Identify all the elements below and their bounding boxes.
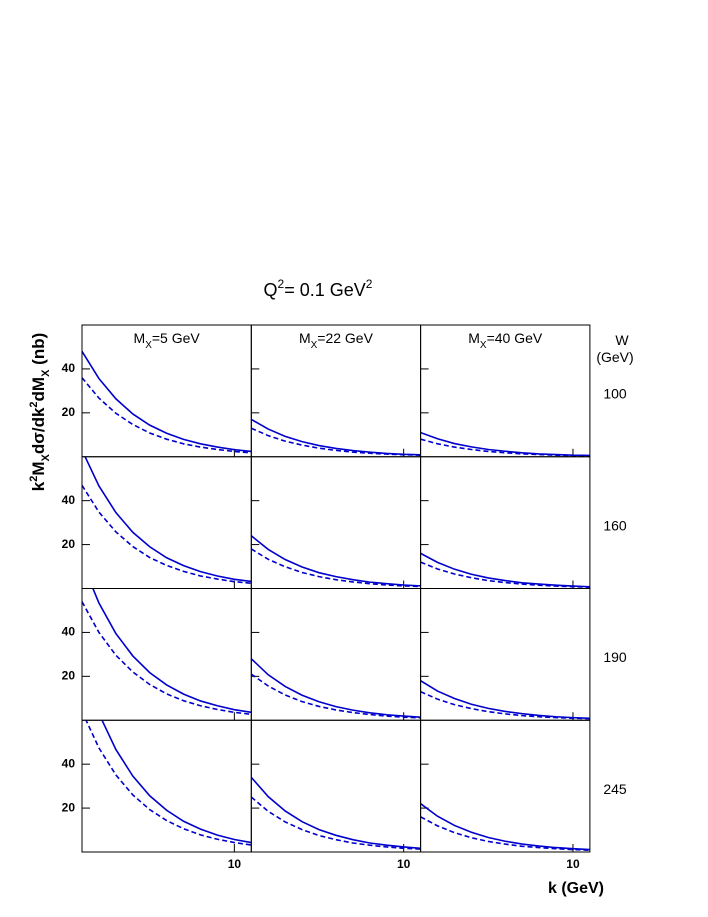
- panel-frame: [250, 719, 422, 853]
- figure-title: Q2= 0.1 GeV2: [264, 277, 373, 300]
- y-tick-label: 40: [62, 493, 76, 507]
- solid-curve: [251, 535, 421, 587]
- panel-frame: [250, 456, 422, 589]
- y-tick-label: 20: [62, 405, 76, 419]
- plot-area: [420, 431, 590, 457]
- column-label: MX=40 GeV: [468, 330, 543, 351]
- label-part: M: [468, 330, 480, 346]
- plot-area: [420, 680, 590, 720]
- label-sub: X: [40, 454, 52, 462]
- y-tick-label: 20: [62, 669, 76, 683]
- label-sup: 2: [28, 401, 40, 407]
- plot-area: [251, 658, 421, 719]
- label-part: (nb): [29, 333, 48, 370]
- y-tick-label: 40: [62, 756, 76, 770]
- dashed-curve: [82, 601, 252, 716]
- solid-curve: [251, 658, 421, 718]
- plot-area: [251, 535, 421, 588]
- plot-area: [251, 418, 421, 457]
- label-sup: 2: [28, 476, 40, 482]
- row-header: W: [615, 332, 629, 348]
- solid-curve: [251, 776, 421, 850]
- panel-frame: [81, 719, 252, 853]
- plot-area: [82, 456, 252, 585]
- dashed-curve: [251, 796, 421, 850]
- panel-frame: [81, 456, 252, 589]
- title-sup: 2: [278, 277, 285, 291]
- plot-area: [85, 720, 252, 846]
- label-part: =5 GeV: [152, 330, 201, 346]
- label-sub: X: [480, 340, 487, 351]
- y-tick-label: 40: [62, 625, 76, 639]
- label-part: dσ/dk: [29, 407, 48, 454]
- label-part: dM: [29, 377, 48, 402]
- panel-frame: [420, 588, 591, 721]
- solid-curve: [82, 350, 252, 453]
- panel-frame: [420, 456, 591, 589]
- y-tick-label: 40: [62, 361, 76, 375]
- row-header: (GeV): [596, 349, 633, 365]
- label-part: M: [29, 462, 48, 476]
- y-axis-label: k2MXdσ/dk2dMX (nb): [28, 333, 52, 492]
- solid-curve: [251, 418, 421, 456]
- column-label: MX=22 GeV: [299, 330, 374, 351]
- y-tick-label: 20: [62, 800, 76, 814]
- row-label: 190: [603, 649, 627, 665]
- solid-curve: [420, 431, 590, 457]
- row-label: 100: [603, 386, 627, 402]
- panel-frame: [81, 588, 252, 721]
- x-tick-label: 10: [566, 857, 580, 871]
- solid-curve: [84, 456, 252, 583]
- x-tick-label: 10: [397, 857, 411, 871]
- title-part: Q: [264, 280, 278, 300]
- label-part: =40 GeV: [487, 330, 543, 346]
- dashed-curve: [420, 561, 590, 588]
- x-tick-label: 10: [228, 857, 242, 871]
- y-tick-label: 20: [62, 537, 76, 551]
- label-sub: X: [311, 340, 318, 351]
- solid-curve: [420, 680, 590, 720]
- label-sub: X: [145, 340, 152, 351]
- plot-area: [420, 552, 590, 588]
- dashed-curve: [82, 377, 252, 454]
- x-axis-label: k (GeV): [548, 880, 604, 897]
- label-part: =22 GeV: [317, 330, 373, 346]
- plot-area: [82, 350, 252, 454]
- plot-area: [82, 588, 252, 716]
- dashed-curve: [251, 673, 421, 719]
- dashed-curve: [420, 690, 590, 720]
- title-sup: 2: [366, 277, 373, 291]
- solid-curve: [101, 720, 252, 844]
- label-part: k: [29, 481, 48, 491]
- solid-curve: [420, 552, 590, 588]
- label-part: M: [299, 330, 311, 346]
- column-label: MX=5 GeV: [134, 330, 201, 351]
- row-label: 245: [603, 781, 627, 797]
- plot-area: [251, 776, 421, 850]
- solid-curve: [420, 803, 590, 851]
- dashed-curve: [251, 548, 421, 588]
- label-part: M: [134, 330, 146, 346]
- panel-frame: [420, 719, 591, 853]
- dashed-curve: [420, 816, 590, 852]
- row-label: 160: [603, 517, 627, 533]
- solid-curve: [92, 588, 252, 714]
- title-part: = 0.1 GeV: [284, 280, 366, 300]
- dashed-curve: [251, 427, 421, 457]
- label-sub: X: [40, 369, 52, 377]
- dashed-curve: [85, 720, 252, 846]
- dashed-curve: [82, 484, 252, 585]
- panel-frame: [250, 588, 422, 721]
- plot-area: [420, 803, 590, 852]
